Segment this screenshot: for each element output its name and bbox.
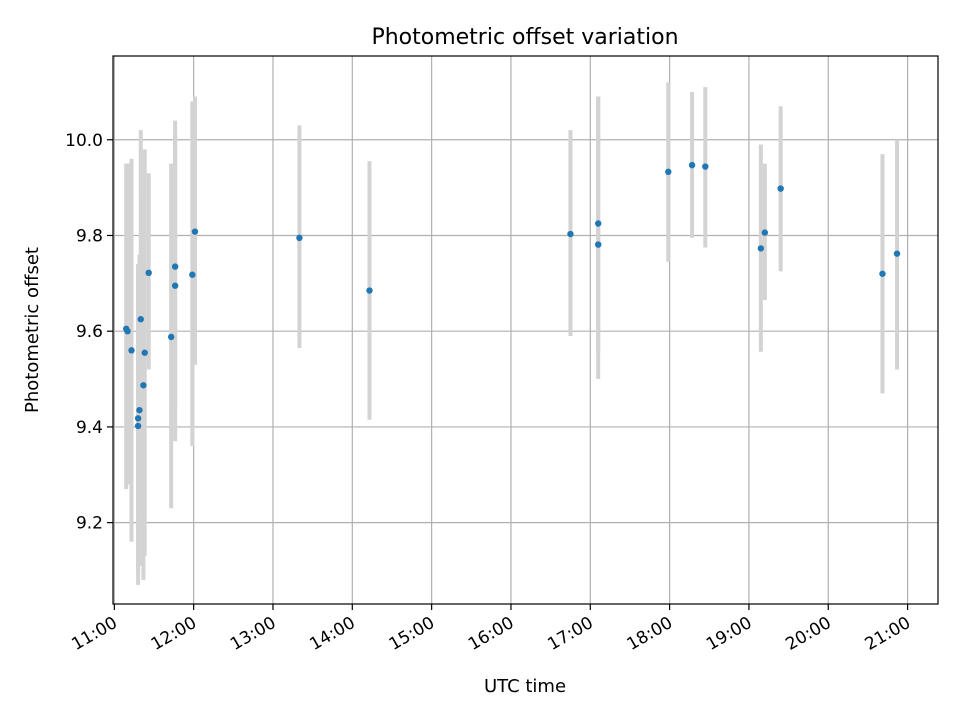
data-point [757,245,765,252]
data-point [171,263,179,270]
y-tick-label: 9.6 [76,322,103,342]
data-point [893,250,901,257]
data-point [702,163,709,170]
data-point [595,220,602,227]
data-point [189,271,196,278]
y-tick-label: 10.0 [65,131,103,151]
data-point [171,282,179,289]
data-point [191,228,199,235]
data-point [167,333,175,341]
y-tick-label: 9.4 [76,418,103,438]
data-point [296,234,303,242]
data-point [595,241,602,248]
data-point [879,270,886,277]
y-tick-label: 9.8 [76,226,103,246]
data-point [366,287,373,294]
x-axis-label: UTC time [484,676,566,697]
chart-title: Photometric offset variation [371,25,678,50]
data-point [124,327,131,335]
data-point [128,347,135,354]
data-point [141,349,148,356]
data-point [665,168,672,176]
data-point [136,406,143,414]
data-point [140,382,147,389]
data-point [567,230,574,238]
data-point [134,415,142,422]
points-layer [123,161,901,430]
data-point [137,316,144,323]
y-tick-label: 9.2 [76,514,103,534]
data-point [688,161,696,169]
data-point [145,269,152,277]
data-point [134,422,142,430]
plot-frame [112,55,939,605]
y-axis-label: Photometric offset [22,247,43,413]
data-point [777,185,784,192]
data-point [761,229,769,236]
